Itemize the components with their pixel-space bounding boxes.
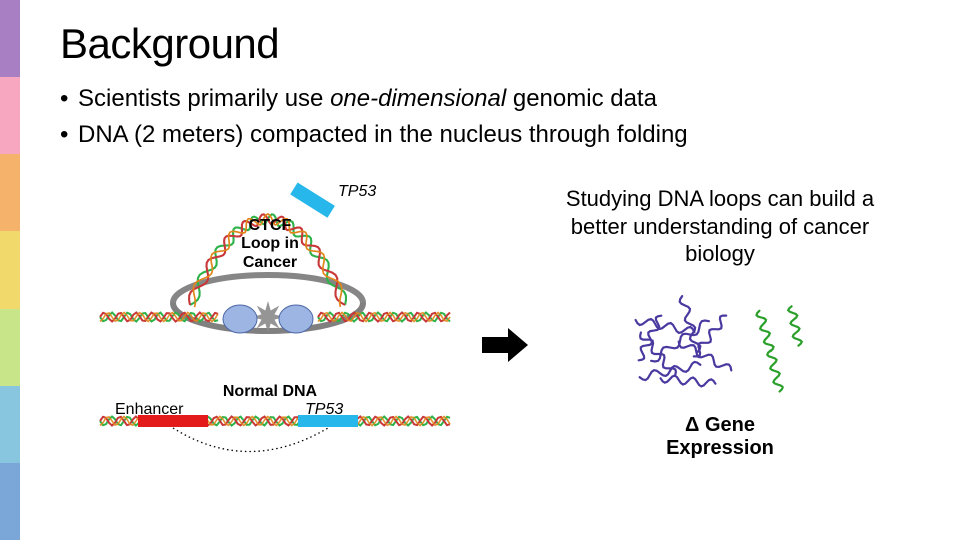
bullet-1-post: genomic data [506, 85, 657, 112]
right-l2: better understanding of cancer [571, 214, 869, 239]
right-description: Studying DNA loops can build a better un… [530, 185, 910, 268]
bullet-1-em: one-dimensional [330, 85, 506, 112]
ctcf-l3: Cancer [243, 254, 297, 271]
stripe-1 [0, 0, 20, 77]
stripe-3 [0, 154, 20, 231]
content-area: Background Scientists primarily use one-… [60, 20, 930, 153]
left-color-stripes [0, 0, 20, 540]
bullet-2: DNA (2 meters) compacted in the nucleus … [60, 118, 930, 152]
right-l1: Studying DNA loops can build a [566, 186, 874, 211]
stripe-2 [0, 77, 20, 154]
ctcf-l2: Loop in [241, 235, 299, 252]
tp53-bottom-label: TP53 [305, 401, 343, 419]
right-l3: biology [685, 241, 755, 266]
enhancer-label: Enhancer [115, 401, 184, 419]
loop-diagram: TP53 CTCF Loop in Cancer Normal DNA Enha… [90, 165, 480, 485]
bullet-2-pre: DNA (2 meters) compacted in the nucleus … [78, 121, 688, 148]
arrow-icon [480, 325, 530, 365]
loop-diagram-svg [90, 165, 480, 485]
slide: Background Scientists primarily use one-… [0, 0, 960, 540]
gene-expression-squiggles [610, 286, 830, 406]
gene-word: Gene [705, 414, 755, 436]
right-block: Studying DNA loops can build a better un… [530, 185, 910, 485]
tp53-top-label: TP53 [338, 183, 376, 201]
stripe-6 [0, 386, 20, 463]
stripe-4 [0, 231, 20, 308]
stripe-7 [0, 463, 20, 540]
bullet-list: Scientists primarily use one-dimensional… [60, 82, 930, 151]
delta-symbol: Δ [685, 414, 699, 436]
gene-expression-label: Δ Gene Expression [530, 414, 910, 460]
bullet-1: Scientists primarily use one-dimensional… [60, 82, 930, 116]
diagram-area: TP53 CTCF Loop in Cancer Normal DNA Enha… [60, 165, 930, 525]
page-title: Background [60, 20, 930, 68]
ctcf-l1: CTCF [249, 217, 292, 234]
bullet-1-pre: Scientists primarily use [78, 85, 330, 112]
stripe-5 [0, 309, 20, 386]
normal-dna-label: Normal DNA [205, 383, 335, 401]
expression-word: Expression [666, 437, 774, 459]
squiggle-svg [610, 286, 830, 406]
ctcf-loop-label: CTCF Loop in Cancer [225, 217, 315, 272]
